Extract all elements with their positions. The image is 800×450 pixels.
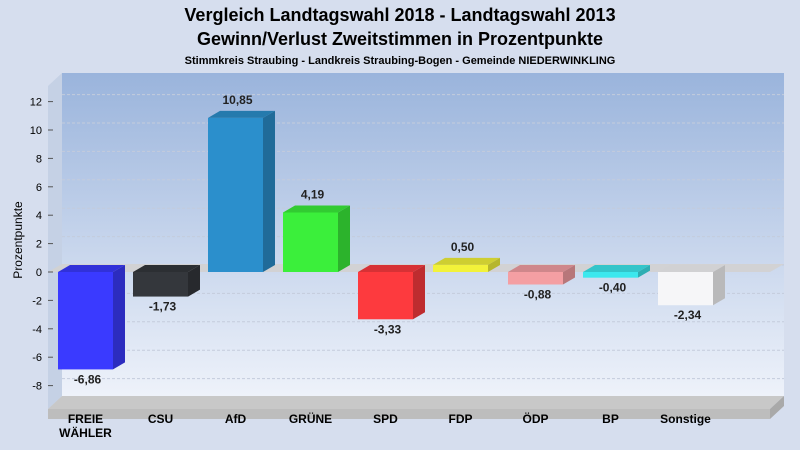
bar-front [283,212,338,272]
bars [58,110,725,370]
data-label: -3,33 [374,322,402,336]
category-label: AfD [225,412,247,426]
chart-subtitle: Stimmkreis Straubing - Landkreis Straubi… [185,55,616,67]
bar-top [583,265,650,272]
y-tick-label: -6 [32,352,42,364]
data-label: 0,50 [451,240,475,254]
bar [583,265,650,278]
bar-front [58,272,113,370]
bar-front [358,272,413,320]
bar [133,265,200,297]
bar-side [638,265,650,278]
bar-top [508,265,575,272]
bar-front [133,272,188,297]
bar-top [358,265,425,272]
data-label: -2,34 [674,308,702,322]
bar-side [338,205,350,272]
data-labels: -6,86 -1,73 10,85 4,19 -3,33 0,50 -0,88 -0,40 -2… [74,93,702,386]
bar-top [208,110,275,118]
plot-floor [48,396,784,409]
chart-title-line-2: Gewinn/Verlust Zweitstimmen in Prozentpu… [197,29,603,49]
bar-front [583,272,638,278]
bar-side [488,257,500,272]
category-label: SPD [373,412,398,426]
y-axis-label: Prozentpunkte [11,201,25,279]
category-label: GRÜNE [289,411,332,426]
bar-side [563,265,575,285]
y-axis-ticks: 12 10 8 6 4 2 0 -2 -4 -6 -8 [30,97,53,393]
y-tick-label: 6 [36,182,42,194]
y-tick-label: 4 [36,210,42,222]
bar-front [508,272,563,285]
chart-title-line-1: Vergleich Landtagswahl 2018 - Landtagswa… [184,5,615,25]
bar [58,265,125,370]
data-label: 10,85 [222,93,252,107]
bar [208,110,275,273]
plot-right-edge [770,396,784,419]
bar-top [433,257,500,265]
bar-top [58,265,125,272]
category-label: CSU [148,412,173,426]
bar-top [658,265,725,272]
plot-front-floor [48,409,770,419]
bar [433,257,500,272]
y-tick-label: 2 [36,239,42,251]
bar-front [658,272,713,306]
bar-side [263,110,275,273]
y-tick-label: 12 [30,97,42,109]
y-tick-label: 8 [36,153,42,165]
bar [358,265,425,320]
bar [283,205,350,272]
category-label: FREIE [68,412,103,426]
category-label: WÄHLER [59,425,112,440]
bar-top [283,205,350,213]
bar-top [133,265,200,272]
data-label: -1,73 [149,300,177,314]
plot-area [48,73,784,419]
data-label: -0,40 [599,281,627,295]
data-label: -6,86 [74,372,102,386]
bar-front [433,264,488,272]
category-label: Sonstige [660,412,711,426]
bar-side [413,265,425,320]
bar-side [113,265,125,370]
bar [658,265,725,306]
category-label: FDP [449,412,473,426]
bar [508,265,575,285]
category-label: ÖDP [522,411,548,426]
bar-side [713,265,725,306]
bar-side [188,265,200,297]
data-label: -0,88 [524,287,552,301]
plot-back-wall [62,73,784,396]
y-tick-label: 0 [36,267,42,279]
category-label: BP [602,412,619,426]
bar-front [208,117,263,273]
y-tick-label: -8 [32,381,42,393]
y-tick-label: 10 [30,125,42,137]
y-tick-label: -4 [32,324,42,336]
y-tick-label: -2 [32,295,42,307]
data-label: 4,19 [301,188,325,202]
